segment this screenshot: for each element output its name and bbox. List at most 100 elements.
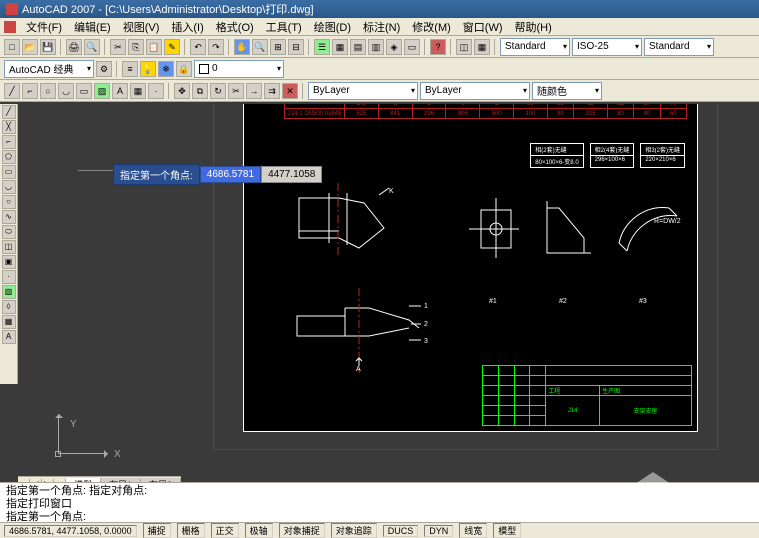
tl-circle-icon[interactable]: ○	[2, 195, 16, 209]
save-icon[interactable]: 💾	[40, 39, 56, 55]
menu-dim[interactable]: 标注(N)	[357, 19, 406, 35]
zoomprev-icon[interactable]: ⊟	[288, 39, 304, 55]
offset-icon[interactable]: ⇉	[264, 83, 280, 99]
redo-icon[interactable]: ↷	[208, 39, 224, 55]
coord-y[interactable]: 4477.1058	[261, 166, 322, 183]
menu-format[interactable]: 格式(O)	[210, 19, 260, 35]
color-combo[interactable]: 随颜色	[532, 82, 602, 100]
menu-window[interactable]: 窗口(W)	[457, 19, 509, 35]
coord-x[interactable]: 4686.5781	[200, 166, 261, 183]
lineweight-combo[interactable]: ByLayer	[420, 82, 530, 100]
mode-ducs[interactable]: DUCS	[383, 525, 419, 537]
spec-boxes: 相(2套)无缝80×100×6-变8.0 相2(4套)无缝296×100×6 相…	[530, 143, 685, 168]
svg-text:3: 3	[424, 338, 428, 345]
copy2-icon[interactable]: ⧉	[192, 83, 208, 99]
tl-pline-icon[interactable]: ⌐	[2, 135, 16, 149]
tl-table-icon[interactable]: ▦	[2, 315, 16, 329]
zoomwin-icon[interactable]: ⊞	[270, 39, 286, 55]
tl-hatch-icon[interactable]: ▨	[2, 285, 16, 299]
tl-block-icon[interactable]: ▣	[2, 255, 16, 269]
dynamic-input-tooltip: 指定第一个角点: 4686.5781 4477.1058	[113, 164, 322, 185]
arc-icon[interactable]: ◡	[58, 83, 74, 99]
point-icon[interactable]: ·	[148, 83, 164, 99]
new-icon[interactable]: □	[4, 39, 20, 55]
preview-icon[interactable]: 🔍	[84, 39, 100, 55]
rotate-icon[interactable]: ↻	[210, 83, 226, 99]
ws-settings-icon[interactable]: ⚙	[96, 61, 112, 77]
blocks-icon[interactable]: ▦	[474, 39, 490, 55]
open-icon[interactable]: 📂	[22, 39, 38, 55]
circle-icon[interactable]: ○	[40, 83, 56, 99]
tablestyle-combo[interactable]: Standard	[644, 38, 714, 56]
tl-text-icon[interactable]: A	[2, 330, 16, 344]
mode-model[interactable]: 模型	[493, 523, 521, 538]
mode-snap[interactable]: 捕捉	[143, 523, 171, 538]
text-icon[interactable]: A	[112, 83, 128, 99]
tl-point-icon[interactable]: ·	[2, 270, 16, 284]
match-icon[interactable]: ✎	[164, 39, 180, 55]
properties-toolbar: ╱ ⌐ ○ ◡ ▭ ▨ A ▦ · ✥ ⧉ ↻ ✂ → ⇉ ✕ ByLayer …	[0, 80, 759, 102]
menu-file[interactable]: 文件(F)	[20, 19, 68, 35]
table-icon[interactable]: ▦	[130, 83, 146, 99]
linetype-combo[interactable]: ByLayer	[308, 82, 418, 100]
print-icon[interactable]: 🖨	[66, 39, 82, 55]
mode-otrack[interactable]: 对象追踪	[331, 523, 377, 538]
mode-polar[interactable]: 极轴	[245, 523, 273, 538]
tl-rect-icon[interactable]: ▭	[2, 165, 16, 179]
tl-xline-icon[interactable]: ╳	[2, 120, 16, 134]
menu-view[interactable]: 视图(V)	[117, 19, 166, 35]
extend-icon[interactable]: →	[246, 83, 262, 99]
pline-icon[interactable]: ⌐	[22, 83, 38, 99]
menu-help[interactable]: 帮助(H)	[509, 19, 558, 35]
menu-edit[interactable]: 编辑(E)	[68, 19, 117, 35]
erase-icon[interactable]: ✕	[282, 83, 298, 99]
hatch-icon[interactable]: ▨	[94, 83, 110, 99]
mode-lwt[interactable]: 线宽	[459, 523, 487, 538]
workspace-combo[interactable]: AutoCAD 经典	[4, 60, 94, 78]
mark-icon[interactable]: ◈	[386, 39, 402, 55]
trim-icon[interactable]: ✂	[228, 83, 244, 99]
parameter-table: DWd Ls Ca0 a1a2 a3a4 R J14-1 DN500 Ax845…	[284, 104, 687, 119]
help-icon[interactable]: ?	[430, 39, 446, 55]
menu-draw[interactable]: 绘图(D)	[308, 19, 357, 35]
cmd-prompt: 指定第一个角点:	[6, 511, 753, 522]
block-icon[interactable]: ◫	[456, 39, 472, 55]
layer-icon[interactable]: ≡	[122, 61, 138, 77]
layerlock-icon[interactable]: 🔒	[176, 61, 192, 77]
tl-ellipse-icon[interactable]: ⬭	[2, 225, 16, 239]
svg-text:2: 2	[424, 321, 428, 328]
rect-icon[interactable]: ▭	[76, 83, 92, 99]
layeron-icon[interactable]: 💡	[140, 61, 156, 77]
copy-icon[interactable]: ⎘	[128, 39, 144, 55]
tl-arc-icon[interactable]: ◡	[2, 180, 16, 194]
move-icon[interactable]: ✥	[174, 83, 190, 99]
mode-osnap[interactable]: 对象捕捉	[279, 523, 325, 538]
dimstyle-combo[interactable]: ISO-25	[572, 38, 642, 56]
ssm-icon[interactable]: ▥	[368, 39, 384, 55]
dc-icon[interactable]: ▦	[332, 39, 348, 55]
mode-ortho[interactable]: 正交	[211, 523, 239, 538]
undo-icon[interactable]: ↶	[190, 39, 206, 55]
layerfreeze-icon[interactable]: ❄	[158, 61, 174, 77]
menu-insert[interactable]: 插入(I)	[165, 19, 209, 35]
menu-tools[interactable]: 工具(T)	[260, 19, 308, 35]
tl-poly-icon[interactable]: ⬠	[2, 150, 16, 164]
tp-icon[interactable]: ▤	[350, 39, 366, 55]
pan-icon[interactable]: ✋	[234, 39, 250, 55]
layer-combo[interactable]: 0	[194, 60, 284, 78]
mode-dyn[interactable]: DYN	[424, 525, 453, 537]
cut-icon[interactable]: ✂	[110, 39, 126, 55]
paste-icon[interactable]: 📋	[146, 39, 162, 55]
menu-modify[interactable]: 修改(M)	[406, 19, 457, 35]
tl-region-icon[interactable]: ◊	[2, 300, 16, 314]
tl-spline-icon[interactable]: ∿	[2, 210, 16, 224]
calc-icon[interactable]: ▭	[404, 39, 420, 55]
tl-line-icon[interactable]: ╱	[2, 105, 16, 119]
tl-insert-icon[interactable]: ◫	[2, 240, 16, 254]
props-icon[interactable]: ☰	[314, 39, 330, 55]
line-icon[interactable]: ╱	[4, 83, 20, 99]
mode-grid[interactable]: 栅格	[177, 523, 205, 538]
textstyle-combo[interactable]: Standard	[500, 38, 570, 56]
zoom-icon[interactable]: 🔍	[252, 39, 268, 55]
drawing-canvas[interactable]: DWd Ls Ca0 a1a2 a3a4 R J14-1 DN500 Ax845…	[18, 104, 759, 482]
